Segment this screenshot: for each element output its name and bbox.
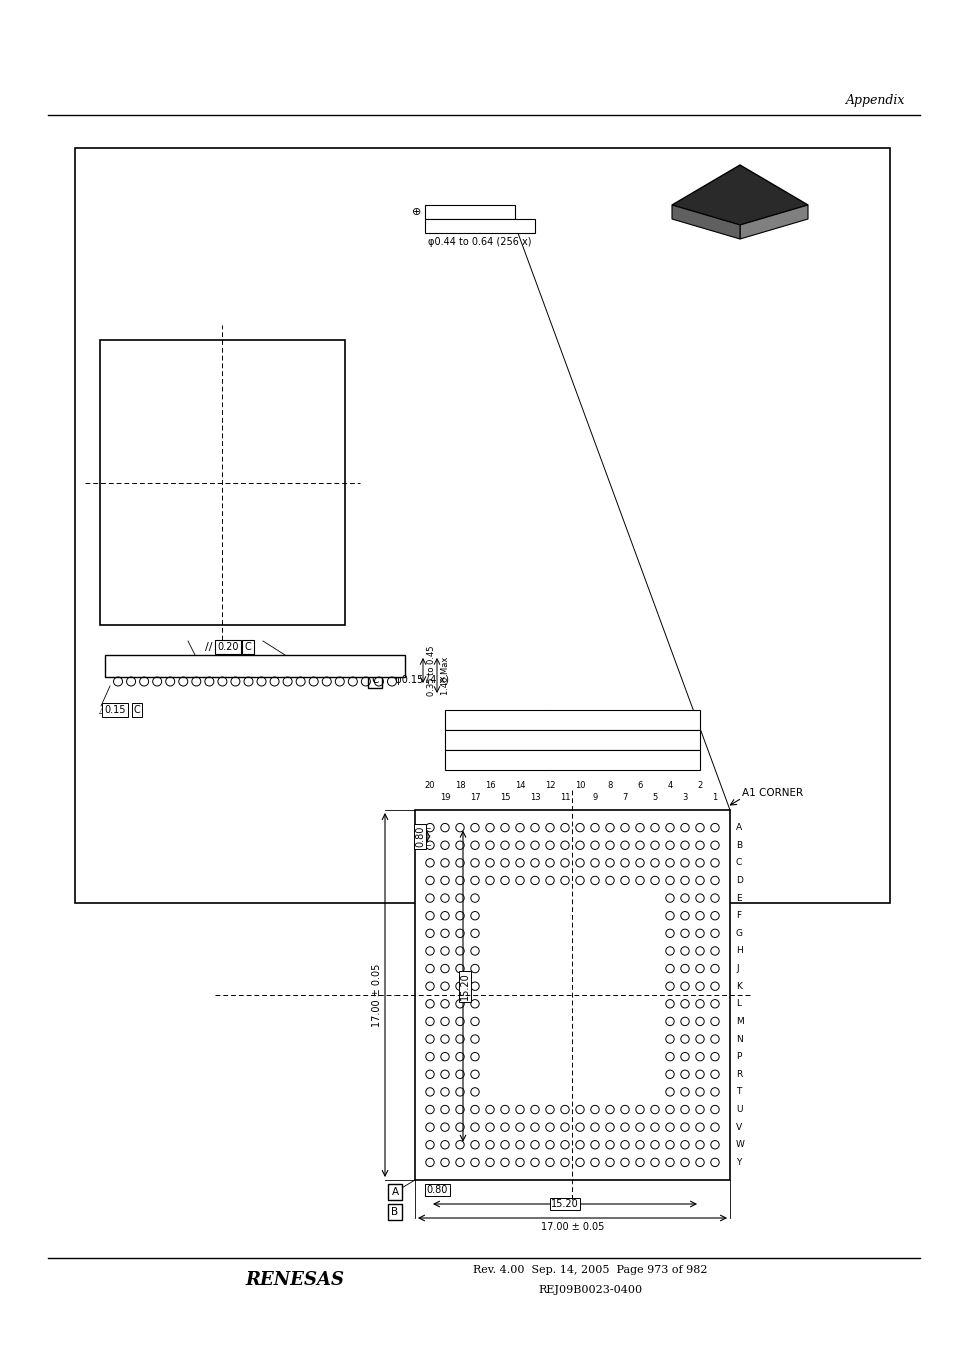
Bar xyxy=(75,149,889,902)
Text: JEITA: JEITA xyxy=(482,755,507,765)
Text: 5: 5 xyxy=(652,793,657,802)
Text: 2: 2 xyxy=(697,781,702,790)
Text: ⓜ: ⓜ xyxy=(481,222,487,231)
Text: 14: 14 xyxy=(515,781,525,790)
Text: –: – xyxy=(618,735,624,744)
Text: T: T xyxy=(735,1088,740,1097)
Text: φ0.08: φ0.08 xyxy=(436,207,464,218)
Text: 8: 8 xyxy=(607,781,612,790)
Text: J: J xyxy=(735,965,738,973)
Text: P: P xyxy=(735,1052,740,1061)
Text: G: G xyxy=(735,929,742,938)
Text: Appendix: Appendix xyxy=(844,95,904,107)
Text: Y: Y xyxy=(735,1158,740,1167)
Text: 9: 9 xyxy=(592,793,597,802)
Text: 3: 3 xyxy=(681,793,687,802)
Text: A1 CORNER: A1 CORNER xyxy=(741,788,802,798)
Text: 0.80: 0.80 xyxy=(426,1185,448,1196)
Text: N: N xyxy=(735,1035,742,1043)
Text: △: △ xyxy=(98,705,105,715)
Bar xyxy=(444,750,700,770)
Text: C: C xyxy=(371,676,378,685)
Text: V: V xyxy=(735,1123,741,1132)
Text: 17: 17 xyxy=(469,793,479,802)
Text: P-LFBGA-1717-256: P-LFBGA-1717-256 xyxy=(573,715,670,725)
Bar xyxy=(415,811,729,1179)
Text: Package Code: Package Code xyxy=(457,715,531,725)
Text: 17.00 ± 0.05: 17.00 ± 0.05 xyxy=(372,963,381,1027)
Bar xyxy=(424,205,515,219)
Bar xyxy=(424,219,535,232)
Text: 7: 7 xyxy=(621,793,627,802)
Text: ⓜ: ⓜ xyxy=(481,207,487,218)
Text: 0.35 to 0.45: 0.35 to 0.45 xyxy=(427,646,436,696)
Text: A: A xyxy=(511,222,517,231)
Text: C: C xyxy=(735,858,741,867)
Bar xyxy=(105,655,405,677)
Text: RENESAS: RENESAS xyxy=(245,1271,344,1289)
Text: –: – xyxy=(618,755,624,765)
Text: φ0.15 (4 x): φ0.15 (4 x) xyxy=(389,676,449,685)
Text: 17.00 ± 0.05: 17.00 ± 0.05 xyxy=(540,1223,603,1232)
Text: 4: 4 xyxy=(667,781,672,790)
Text: D: D xyxy=(735,875,742,885)
Text: 12: 12 xyxy=(544,781,555,790)
Text: C: C xyxy=(497,222,503,231)
Text: ⊕: ⊕ xyxy=(412,207,421,218)
Text: 16: 16 xyxy=(484,781,495,790)
Text: L: L xyxy=(735,1000,740,1008)
Text: 18: 18 xyxy=(455,781,465,790)
Text: H: H xyxy=(735,947,742,955)
Text: //: // xyxy=(205,642,213,653)
Text: 0.20: 0.20 xyxy=(217,642,238,653)
Polygon shape xyxy=(671,165,807,226)
Text: W: W xyxy=(735,1140,744,1150)
Text: 1: 1 xyxy=(712,793,717,802)
Text: A: A xyxy=(391,1188,398,1197)
Text: JEDEC: JEDEC xyxy=(478,735,510,744)
Text: φ0.44 to 0.64 (256 x): φ0.44 to 0.64 (256 x) xyxy=(428,236,531,247)
Text: K: K xyxy=(735,982,741,990)
Text: 19: 19 xyxy=(439,793,450,802)
Polygon shape xyxy=(740,205,807,239)
Text: R: R xyxy=(735,1070,741,1079)
Text: 15.20: 15.20 xyxy=(551,1198,578,1209)
Text: M: M xyxy=(735,1017,743,1025)
Text: B: B xyxy=(391,1206,398,1217)
Bar xyxy=(444,711,700,730)
Text: 6: 6 xyxy=(637,781,642,790)
Text: 15: 15 xyxy=(499,793,510,802)
Text: C: C xyxy=(133,705,140,715)
Bar xyxy=(100,340,345,626)
Text: 13: 13 xyxy=(529,793,539,802)
Text: 1.40 Max: 1.40 Max xyxy=(440,657,450,694)
Text: C: C xyxy=(500,207,507,218)
Text: A: A xyxy=(735,823,741,832)
Text: φ0.15: φ0.15 xyxy=(436,222,464,231)
Text: F: F xyxy=(735,911,740,920)
Text: 11: 11 xyxy=(559,793,570,802)
Text: REJ09B0023-0400: REJ09B0023-0400 xyxy=(537,1285,641,1296)
Text: 10: 10 xyxy=(574,781,584,790)
Text: E: E xyxy=(735,893,740,902)
Polygon shape xyxy=(671,205,740,239)
Text: U: U xyxy=(735,1105,741,1115)
Text: 15.20: 15.20 xyxy=(459,973,470,1000)
Text: B: B xyxy=(525,222,532,231)
Text: 0.80: 0.80 xyxy=(415,825,424,847)
Text: B: B xyxy=(735,840,741,850)
Text: C: C xyxy=(244,642,251,653)
Bar xyxy=(444,730,700,750)
Text: 0.15: 0.15 xyxy=(104,705,126,715)
Text: 20: 20 xyxy=(424,781,435,790)
Text: Rev. 4.00  Sep. 14, 2005  Page 973 of 982: Rev. 4.00 Sep. 14, 2005 Page 973 of 982 xyxy=(473,1265,706,1275)
